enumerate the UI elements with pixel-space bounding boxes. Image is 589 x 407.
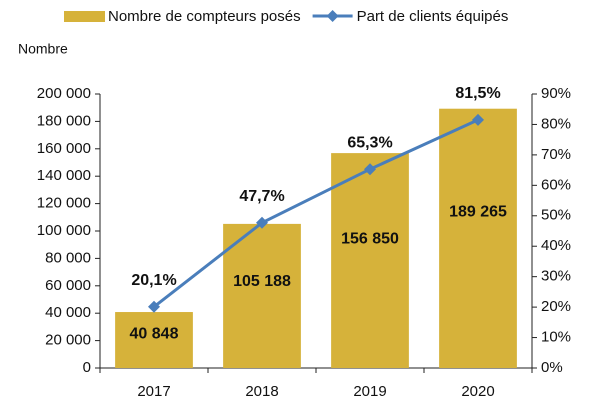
line [153,118,479,308]
x-tick-label: 2019 [353,383,386,400]
legend-swatch [64,11,105,22]
x-tick-label: 2018 [245,383,278,400]
bar-value-label: 156 850 [341,230,399,247]
x-tick-label: 2017 [137,383,170,400]
y-tick-label: 180 000 [37,112,91,129]
y-tick-label: 0 [83,359,91,376]
y-tick-label: 60 000 [45,277,91,294]
bar [439,108,517,369]
line-marker [472,113,484,126]
line-value-label: 81,5% [455,85,500,102]
legend-label: Part de clients équipés [357,8,509,25]
y2-tick-label: 10% [541,329,571,346]
legend-label: Nombre de compteurs posés [108,8,301,25]
bar-value-label: 189 265 [449,204,507,221]
line-value-label: 65,3% [347,134,392,151]
line-marker [148,300,160,313]
line-value-label: 47,7% [239,188,284,205]
y2-tick-label: 20% [541,298,571,315]
y2-tick-label: 60% [541,176,571,193]
y-axis-label: Nombre [18,41,68,57]
line-marker [364,163,376,176]
y-tick-label: 100 000 [37,222,91,239]
y-tick-label: 80 000 [45,249,91,266]
bar [115,312,193,368]
y2-tick-label: 30% [541,268,571,285]
legend-marker [326,10,339,22]
y-tick-label: 20 000 [45,332,91,349]
y2-tick-label: 70% [541,146,571,163]
line-value-label: 20,1% [131,272,176,289]
bar [223,223,301,368]
y-tick-label: 120 000 [37,195,91,212]
y2-tick-label: 90% [541,85,571,102]
y2-tick-label: 80% [541,115,571,132]
bar [331,153,409,368]
bar-value-label: 40 848 [130,326,179,343]
x-tick-label: 2020 [461,383,494,400]
y2-tick-label: 0% [541,359,563,376]
y-tick-label: 140 000 [37,167,91,184]
y2-tick-label: 40% [541,237,571,254]
line-marker [256,216,268,229]
bar-value-label: 105 188 [233,273,291,290]
y-tick-label: 40 000 [45,304,91,321]
y-tick-label: 160 000 [37,140,91,157]
y-tick-label: 200 000 [37,85,91,102]
y2-tick-label: 50% [541,207,571,224]
